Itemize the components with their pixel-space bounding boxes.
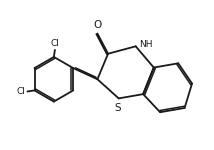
Text: S: S [114, 103, 121, 113]
Text: Cl: Cl [51, 39, 59, 48]
Text: O: O [93, 20, 102, 30]
Text: Cl: Cl [16, 87, 25, 96]
Text: NH: NH [140, 40, 153, 49]
